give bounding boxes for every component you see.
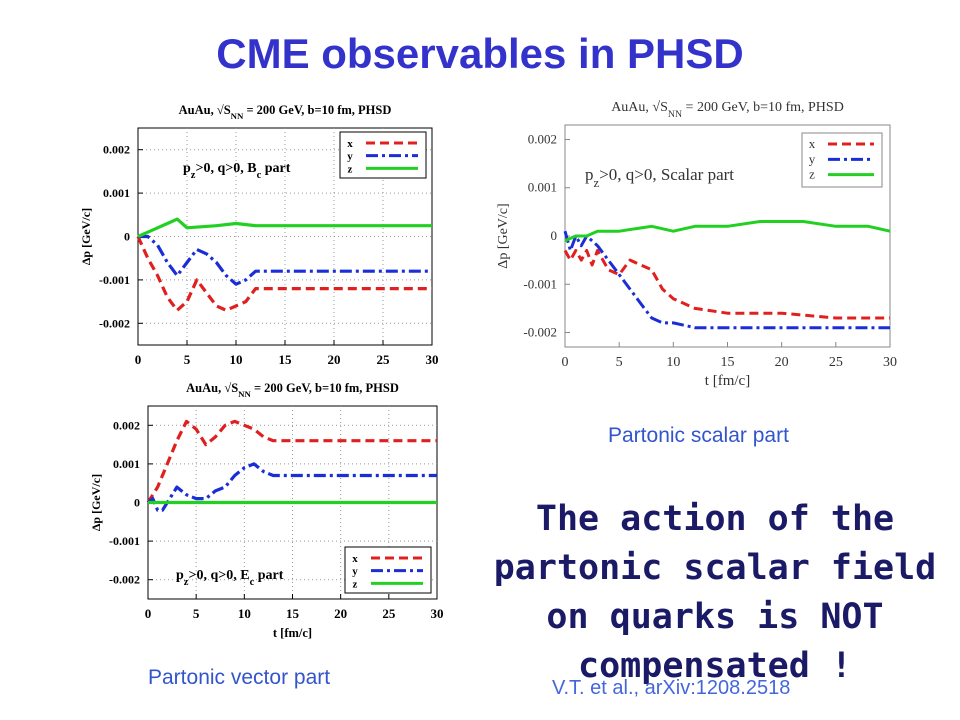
- chart-ec-part: AuAu, √SNN = 200 GeV, b=10 fm, PHSD 0 5 10 1…: [60, 370, 450, 648]
- x-tick-label: 25: [829, 355, 843, 370]
- x-tick-label: 10: [230, 352, 243, 367]
- legend-label: x: [809, 136, 816, 151]
- y-tick-label: 0.001: [103, 186, 130, 200]
- statement-line: partonic scalar field: [493, 548, 937, 588]
- slide-title: CME observables in PHSD: [216, 30, 744, 77]
- x-tick-label: 15: [286, 606, 300, 621]
- series-line-x: [563, 249, 890, 320]
- y-axis-label: Δp [GeV/c]: [496, 203, 511, 268]
- chart-bc-part: AuAu, √SNN = 200 GeV, b=10 fm, PHSD 0 5 10 1…: [80, 92, 450, 374]
- legend-label: y: [347, 151, 353, 163]
- y-tick-label: 0: [134, 496, 140, 510]
- x-tick-label: 0: [145, 606, 152, 621]
- chart-annotation: pz>0, q>0, Ec part: [176, 568, 284, 588]
- x-tick-label: 30: [426, 352, 439, 367]
- y-tick-label: -0.001: [523, 276, 557, 291]
- x-tick-label: 30: [883, 355, 897, 370]
- series-line-y: [138, 234, 432, 286]
- chart-scalar-part: AuAu, √SNN = 200 GeV, b=10 fm, PHSD 0 5 10 1…: [460, 85, 910, 405]
- series-line-y: [146, 462, 437, 512]
- caption-scalar-part: Partonic scalar part: [608, 424, 789, 447]
- series-line-x: [146, 419, 437, 504]
- x-tick-label: 20: [775, 355, 789, 370]
- legend-label: z: [353, 578, 358, 590]
- legend-label: y: [809, 151, 816, 166]
- x-axis-label: t [fm/c]: [273, 626, 312, 640]
- chart-annotation: pz>0, q>0, Bc part: [183, 161, 291, 181]
- x-tick-label: 10: [666, 355, 680, 370]
- y-tick-label: 0.002: [103, 143, 130, 157]
- x-tick-label: 5: [184, 352, 191, 367]
- x-tick-label: 5: [193, 606, 200, 621]
- x-axis-label: t [fm/c]: [705, 373, 750, 389]
- citation: V.T. et al., arXiv:1208.2518: [552, 677, 791, 699]
- legend-label: x: [352, 553, 358, 565]
- caption-vector-part: Partonic vector part: [148, 666, 331, 689]
- x-tick-label: 20: [334, 606, 347, 621]
- y-tick-label: -0.002: [99, 316, 130, 330]
- statement-line: compensated !: [578, 646, 852, 686]
- x-tick-label: 10: [238, 606, 251, 621]
- y-tick-label: -0.001: [109, 534, 140, 548]
- series-line-z: [137, 217, 432, 238]
- y-tick-label: 0.002: [528, 131, 557, 146]
- chart-title: AuAu, √SNN = 200 GeV, b=10 fm, PHSD: [179, 103, 392, 121]
- y-tick-label: -0.002: [523, 325, 557, 340]
- y-axis-label: Δp [GeV/c]: [89, 474, 103, 531]
- y-tick-label: 0.001: [113, 457, 140, 471]
- legend-label: y: [352, 566, 358, 578]
- conclusion-statement: The action of the partonic scalar field …: [490, 495, 940, 691]
- x-tick-label: 20: [328, 352, 341, 367]
- y-tick-label: -0.001: [99, 273, 130, 287]
- chart-title: AuAu, √SNN = 200 GeV, b=10 fm, PHSD: [611, 100, 844, 120]
- statement-line: on quarks is NOT: [546, 597, 884, 637]
- series-line-x: [136, 235, 432, 312]
- chart-title: AuAu, √SNN = 200 GeV, b=10 fm, PHSD: [186, 381, 399, 399]
- legend-label: x: [347, 138, 353, 150]
- y-tick-label: 0: [124, 230, 130, 244]
- x-tick-label: 30: [431, 606, 444, 621]
- x-tick-label: 25: [377, 352, 391, 367]
- x-tick-label: 25: [382, 606, 396, 621]
- legend-label: z: [348, 163, 353, 175]
- x-tick-label: 15: [279, 352, 293, 367]
- statement-line: The action of the: [535, 499, 895, 539]
- x-tick-label: 15: [721, 355, 735, 370]
- y-tick-label: 0.002: [113, 418, 140, 432]
- y-tick-label: -0.002: [109, 573, 140, 587]
- y-tick-label: 0: [551, 228, 558, 243]
- series-line-z: [564, 220, 891, 243]
- x-tick-label: 5: [616, 355, 623, 370]
- legend-label: z: [809, 167, 815, 182]
- y-axis-label: Δp [GeV/c]: [80, 208, 93, 265]
- x-tick-label: 0: [135, 352, 142, 367]
- chart-annotation: pz>0, q>0, Scalar part: [585, 165, 734, 190]
- y-tick-label: 0.001: [528, 180, 557, 195]
- x-tick-label: 0: [562, 355, 569, 370]
